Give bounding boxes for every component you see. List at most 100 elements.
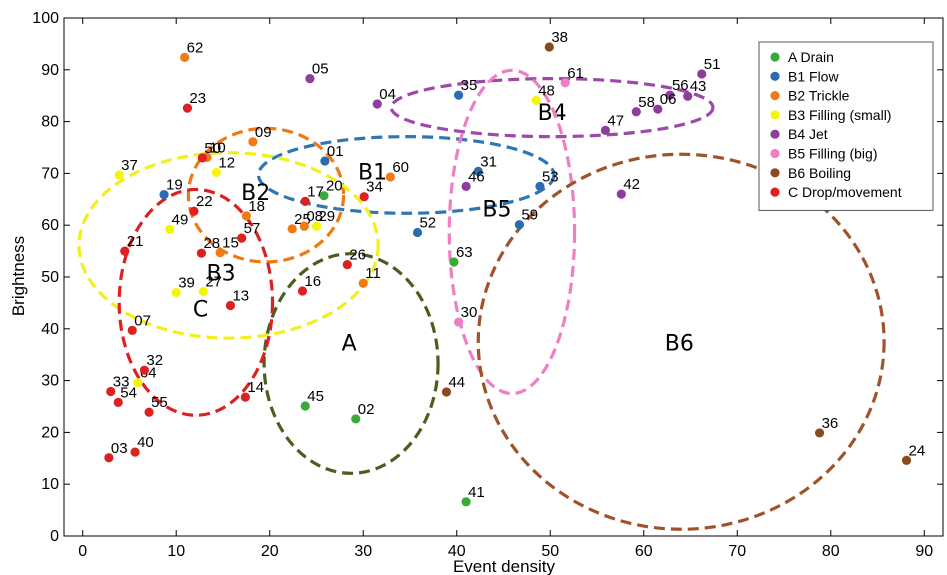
data-point-03: [104, 453, 114, 463]
legend-entry: B6 Boiling: [788, 165, 851, 181]
data-point-21: [120, 246, 130, 256]
legend: A Drain B1 Flow B2 Trickle B3 Filling (smal…: [758, 41, 934, 211]
data-point-19: [159, 190, 169, 200]
x-tick-label: 80: [822, 543, 840, 560]
data-point-label-40: 40: [137, 434, 154, 451]
data-point-11: [358, 278, 368, 288]
cluster-ellipse-a: [262, 252, 440, 475]
data-point-36: [814, 428, 825, 438]
y-tick-label: 20: [41, 424, 59, 441]
legend-marker: [770, 91, 780, 101]
data-point-label-27: 27: [205, 274, 222, 291]
data-point-06: [653, 104, 663, 114]
y-tick-label: 40: [41, 321, 59, 338]
data-point-label-54: 54: [120, 384, 137, 401]
data-point-54: [113, 397, 123, 407]
axes: 0 10 20 30 40 50 60 70 80 90010203040506070809010…: [32, 10, 944, 560]
data-point-12: [211, 167, 222, 177]
y-tick-label: 100: [32, 10, 59, 27]
data-point-04: [372, 99, 382, 109]
data-point-44: [441, 387, 452, 397]
data-point-01: [320, 156, 330, 166]
data-point-25: [287, 224, 297, 234]
legend-entry: B3 Filling (small): [788, 107, 891, 123]
data-point-39: [171, 287, 181, 298]
data-point-08: [299, 221, 309, 231]
y-tick-label: 80: [41, 114, 59, 131]
data-point-label-11: 11: [365, 265, 381, 282]
data-point-label-18: 18: [248, 198, 265, 215]
y-tick-label: 70: [41, 165, 59, 182]
data-point-label-57: 57: [244, 220, 261, 237]
cluster-ellipse-b3: [77, 151, 380, 340]
cluster-label-b4: B4: [538, 101, 567, 126]
cluster-label-b3: B3: [207, 261, 236, 286]
legend-entry: C Drop/movement: [788, 184, 902, 200]
data-point-label-17: 17: [307, 183, 324, 200]
cluster-ellipses: A B1 B2 B3 B4 B5 B6 C: [77, 68, 886, 531]
y-tick-label: 0: [50, 528, 59, 545]
data-point-22: [189, 206, 199, 216]
x-axis-title: Event density: [453, 557, 556, 575]
data-point-57: [237, 233, 247, 243]
data-point-32: [139, 365, 150, 375]
legend-marker: [770, 129, 780, 139]
data-point-label-33: 33: [113, 373, 130, 390]
data-point-45: [300, 401, 310, 411]
data-point-16: [297, 286, 308, 296]
data-point-label-02: 02: [358, 401, 375, 418]
cluster-label-c: C: [193, 298, 208, 323]
x-tick-label: 10: [167, 543, 185, 560]
data-point-47: [600, 125, 611, 136]
data-point-05: [305, 74, 315, 84]
data-point-label-55: 55: [151, 394, 168, 411]
cluster-label-a: A: [342, 331, 357, 356]
data-point-62: [180, 52, 190, 62]
data-point-50: [197, 153, 207, 163]
data-point-27: [198, 286, 208, 297]
data-point-label-13: 13: [232, 287, 249, 304]
x-tick-label: 60: [635, 543, 653, 560]
x-tick-label: 0: [78, 543, 87, 560]
legend-marker: [770, 168, 780, 178]
data-point-64: [133, 378, 143, 388]
data-point-label-23: 23: [189, 90, 206, 107]
data-point-15: [215, 248, 225, 258]
data-point-63: [449, 257, 459, 267]
data-point-label-07: 07: [134, 312, 151, 329]
data-point-label-29: 29: [318, 208, 335, 225]
data-point-48: [531, 95, 541, 105]
data-point-46: [461, 181, 471, 191]
legend-box: [758, 41, 934, 211]
data-point-23: [182, 103, 193, 113]
data-point-label-09: 09: [255, 124, 272, 141]
data-point-label-12: 12: [218, 154, 235, 171]
data-point-label-49: 49: [172, 211, 189, 228]
data-point-40: [130, 447, 140, 457]
data-point-41: [461, 497, 471, 507]
data-point-51: [697, 69, 707, 79]
data-point-label-06: 06: [660, 91, 677, 108]
legend-entry: A Drain: [788, 49, 834, 65]
data-point-58: [631, 107, 641, 117]
y-tick-label: 90: [41, 62, 59, 79]
x-tick-label: 50: [541, 543, 559, 560]
legend-marker: [770, 52, 780, 62]
data-point-label-28: 28: [203, 235, 220, 252]
data-point-label-14: 14: [247, 379, 264, 396]
data-point-label-63: 63: [456, 244, 473, 261]
data-point-label-45: 45: [307, 388, 324, 405]
data-point-label-42: 42: [623, 176, 640, 193]
data-point-label-44: 44: [448, 374, 465, 391]
cluster-label-b6: B6: [665, 331, 694, 356]
data-point-49: [165, 224, 175, 234]
data-point-label-60: 60: [392, 159, 409, 176]
data-point-label-53: 53: [542, 168, 559, 185]
data-point-label-24: 24: [909, 442, 926, 459]
legend-entry: B5 Filling (big): [788, 146, 877, 162]
data-point-60: [385, 172, 395, 182]
data-point-label-62: 62: [187, 39, 204, 56]
data-point-label-50: 50: [204, 140, 221, 157]
y-tick-label: 50: [41, 269, 59, 286]
